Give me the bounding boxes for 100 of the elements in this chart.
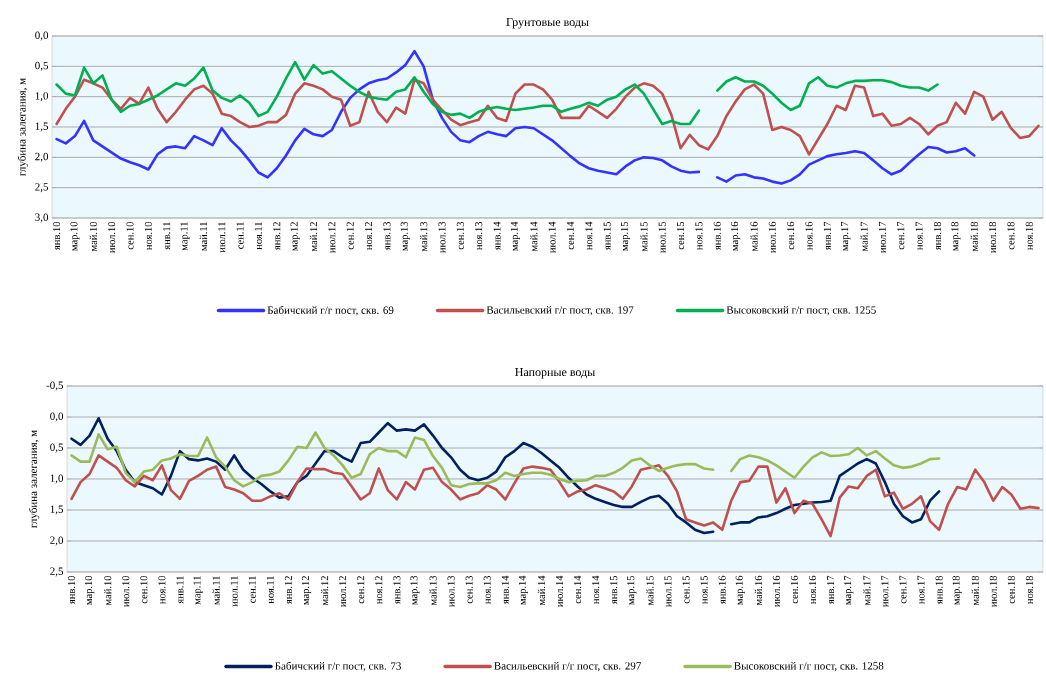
x-tick-label: ноя.16 [809,575,817,604]
x-tick-label: янв.18 [933,221,942,250]
x-tick-label: янв.11 [176,576,184,604]
x-tick-label: сен.17 [897,221,905,250]
x-tick-label: янв.10 [67,575,76,604]
x-tick-label: янв.16 [713,221,721,250]
x-tick-label: июл.11 [230,576,238,607]
x-tick-label: сен.12 [357,576,365,604]
x-tick-label: мар.17 [841,221,851,251]
x-tick-label: май.17 [860,221,868,252]
x-tick-label: май.18 [971,575,979,606]
x-tick-label: июл.10 [108,221,116,253]
x-tick-label: сен.10 [126,221,134,250]
x-tick-label: май.15 [646,575,654,606]
x-tick-label: май.17 [863,575,871,606]
legend-label: Васильевский г/г пост, скв. 197 [486,306,634,316]
x-tick-label: май.14 [537,575,546,606]
y-tick-label: 0,0 [50,412,64,422]
x-tick-label: июл.11 [218,222,226,253]
x-tick-label: ноя.10 [158,575,166,604]
x-tick-label: ноя.14 [592,575,600,604]
x-tick-label: ноя.17 [915,221,923,250]
x-tick-label: июл.12 [339,576,347,607]
legend-label: Васильевский г/г пост, скв. 297 [494,661,641,672]
x-tick-label: янв.12 [284,576,292,604]
legend-label: Бабичский г/г пост, скв. 69 [267,305,394,316]
x-tick-label: ноя.15 [700,575,708,604]
x-tick-label: мар.11 [180,222,190,251]
x-tick-label: май.10 [104,575,112,606]
x-tick-label: май.16 [750,221,758,252]
x-tick-label: сен.11 [236,222,244,249]
x-tick-label: сен.18 [1007,221,1015,250]
y-tick-label: 2,0 [50,536,64,546]
x-tick-label: май.16 [754,575,763,606]
x-tick-label: ноя.13 [475,221,483,250]
x-tick-label: сен.17 [899,575,907,604]
x-tick-label: мар.16 [731,221,741,251]
x-tick-label: янв.10 [53,221,61,250]
y-tick-label: 1,5 [35,122,49,132]
x-tick-label: сен.16 [787,221,795,250]
x-tick-label: янв.15 [610,575,618,604]
chart-title: Грунтовые воды [506,18,589,29]
legend-label: Бабичский г/г пост, скв. 73 [275,661,401,672]
x-tick-label: янв.16 [718,575,726,604]
y-tick-label: -0,5 [46,381,64,391]
x-tick-label: июл.18 [988,221,997,253]
x-tick-label: май.13 [419,221,428,252]
x-tick-label: мар.15 [627,575,637,605]
x-tick-label: июл.15 [664,575,672,607]
x-tick-label: ноя.11 [266,576,274,604]
x-tick-label: мар.10 [84,575,95,605]
y-tick-label: 2,5 [50,567,64,577]
x-tick-label: ноя.11 [254,222,263,250]
x-tick-label: май.18 [970,221,978,252]
x-tick-label: май.13 [429,575,437,606]
x-tick-label: мар.18 [951,221,961,251]
x-tick-label: май.12 [309,222,318,252]
x-tick-label: июл.16 [772,575,780,607]
x-tick-label: мар.17 [844,575,854,605]
chart-title: Напорные воды [515,368,595,379]
legend-label: Высоковский г/г пост, скв. 1258 [734,661,884,672]
legend-label: Высоковский г/г пост, скв. 1255 [726,306,876,316]
x-tick-label: мар.12 [290,222,300,251]
x-tick-label: ноя.10 [144,221,152,250]
x-tick-label: янв.14 [493,221,501,250]
x-tick-label: сен.10 [140,575,148,604]
y-axis-title: глубина залегания, м [17,78,28,176]
x-tick-label: ноя.18 [1025,221,1033,250]
x-tick-label: июл.13 [438,221,446,253]
x-tick-label: янв.17 [823,221,831,250]
x-tick-label: мар.15 [620,221,631,251]
x-tick-label: сен.12 [346,222,354,250]
x-tick-label: сен.14 [566,221,574,250]
y-tick-label: 1,5 [50,505,64,515]
x-tick-label: мар.18 [952,575,962,605]
y-tick-label: 0,0 [35,31,49,41]
x-tick-label: янв.13 [383,221,391,250]
x-tick-label: янв.13 [393,575,401,604]
x-tick-label: июл.17 [878,221,886,253]
x-tick-label: май.10 [89,221,97,252]
x-tick-label: янв.17 [827,575,835,604]
x-tick-label: сен.16 [790,575,799,604]
x-tick-label: сен.15 [677,221,685,250]
x-tick-label: июл.15 [658,221,666,253]
y-tick-label: 0,5 [50,443,64,453]
x-tick-label: ноя.12 [365,222,373,250]
x-tick-label: янв.15 [603,221,611,250]
x-tick-label: июл.14 [548,221,556,253]
x-tick-label: сен.13 [465,575,473,604]
x-tick-label: сен.18 [1007,575,1015,604]
x-tick-label: июл.10 [122,575,130,607]
x-tick-label: ноя.16 [805,221,813,250]
y-axis-title: глубина залегания, м [28,430,40,528]
x-tick-label: мар.16 [735,575,745,605]
x-tick-label: май.11 [212,576,220,605]
y-tick-label: 3,0 [35,213,49,223]
x-tick-label: мар.12 [301,576,312,605]
x-tick-label: июл.17 [881,575,889,607]
x-tick-label: ноя.13 [483,575,491,604]
x-tick-label: сен.13 [456,221,464,250]
